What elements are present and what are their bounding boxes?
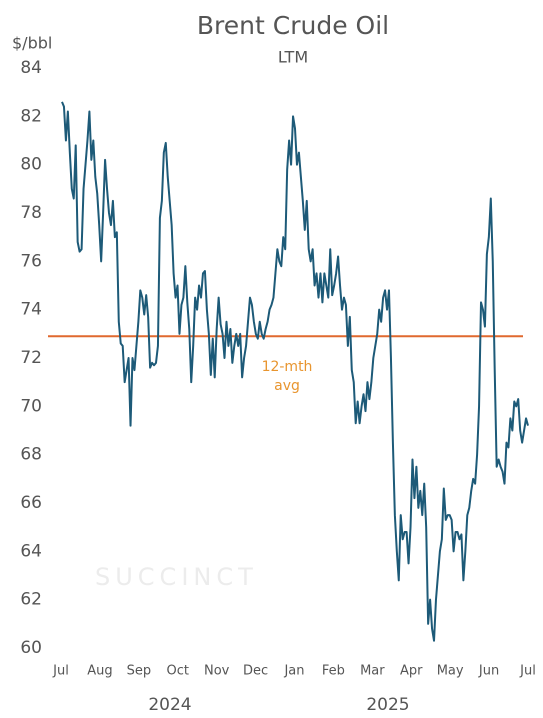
x-tick-label: Feb bbox=[322, 664, 345, 679]
y-tick-label: 78 bbox=[20, 203, 42, 223]
y-tick-label: 62 bbox=[20, 590, 42, 610]
price-line bbox=[61, 101, 529, 642]
average-label: avg bbox=[274, 378, 300, 394]
x-tick-label: Jul bbox=[52, 664, 69, 679]
average-label: 12-mth bbox=[262, 359, 313, 375]
y-tick-label: 74 bbox=[20, 300, 42, 320]
chart-subtitle: LTM bbox=[278, 48, 308, 67]
y-tick-label: 64 bbox=[20, 541, 42, 561]
y-axis-label: $/bbl bbox=[12, 34, 52, 53]
x-tick-label: Mar bbox=[360, 664, 385, 679]
y-tick-label: 66 bbox=[20, 493, 42, 513]
chart-title: Brent Crude Oil bbox=[197, 11, 389, 40]
x-tick-label: Dec bbox=[243, 664, 268, 679]
x-tick-label: Sep bbox=[127, 664, 152, 679]
x-tick-label: Jan bbox=[283, 664, 304, 679]
y-tick-label: 72 bbox=[20, 348, 42, 368]
year-label: 2025 bbox=[366, 695, 409, 715]
x-tick-label: Jul bbox=[519, 664, 536, 679]
y-tick-label: 80 bbox=[20, 155, 42, 175]
y-tick-label: 60 bbox=[20, 638, 42, 658]
y-tick-label: 84 bbox=[20, 58, 42, 78]
x-tick-label: Apr bbox=[400, 664, 423, 679]
x-tick-label: May bbox=[437, 664, 464, 679]
x-tick-label: Oct bbox=[167, 664, 189, 679]
y-tick-label: 70 bbox=[20, 396, 42, 416]
x-tick-label: Jun bbox=[478, 664, 499, 679]
y-tick-label: 68 bbox=[20, 445, 42, 465]
y-tick-label: 82 bbox=[20, 106, 42, 126]
year-label: 2024 bbox=[148, 695, 191, 715]
x-tick-label: Nov bbox=[204, 664, 230, 679]
y-tick-label: 76 bbox=[20, 251, 42, 271]
watermark: SUCCINCT bbox=[95, 563, 258, 591]
x-tick-label: Aug bbox=[87, 664, 112, 679]
